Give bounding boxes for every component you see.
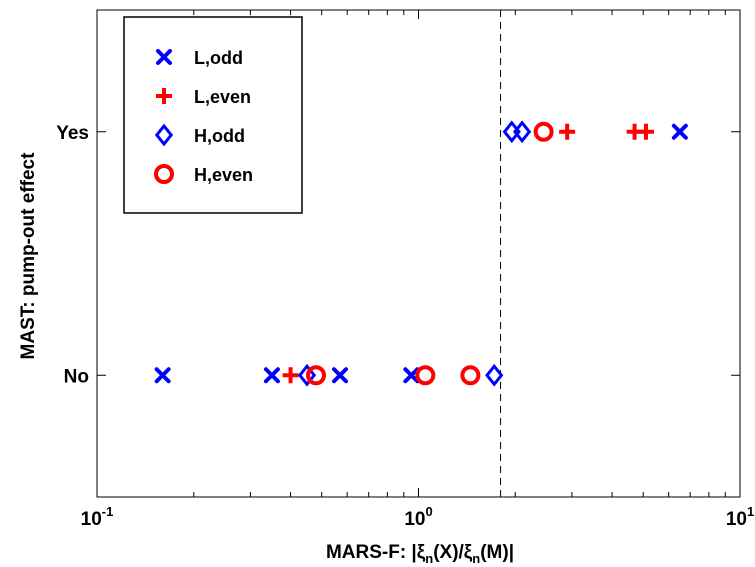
y-tick-label: No (64, 366, 89, 387)
data-point (283, 367, 299, 383)
legend-label: L,even (194, 87, 251, 107)
data-point (674, 126, 686, 138)
y-tick-label: Yes (56, 123, 89, 144)
data-point (334, 369, 346, 381)
y-axis-title: MAST: pump-out effect (18, 152, 39, 360)
data-point (157, 369, 169, 381)
x-tick-label: 10-1 (81, 504, 114, 530)
x-axis-title: MARS-F: |ξn(X)/ξn(M)| (326, 542, 514, 566)
legend-label: H,odd (194, 126, 245, 146)
x-tick-label: 101 (726, 504, 754, 530)
data-point (638, 124, 654, 140)
x-tick-label: 100 (404, 504, 432, 530)
legend-label: L,odd (194, 48, 243, 68)
data-point (266, 369, 278, 381)
data-point (536, 124, 552, 140)
data-point (487, 366, 501, 384)
data-point (417, 367, 433, 383)
data-point (559, 124, 575, 140)
legend-label: H,even (194, 165, 253, 185)
legend: L,odd L,even H,odd H,even (124, 17, 302, 213)
data-point (462, 367, 478, 383)
